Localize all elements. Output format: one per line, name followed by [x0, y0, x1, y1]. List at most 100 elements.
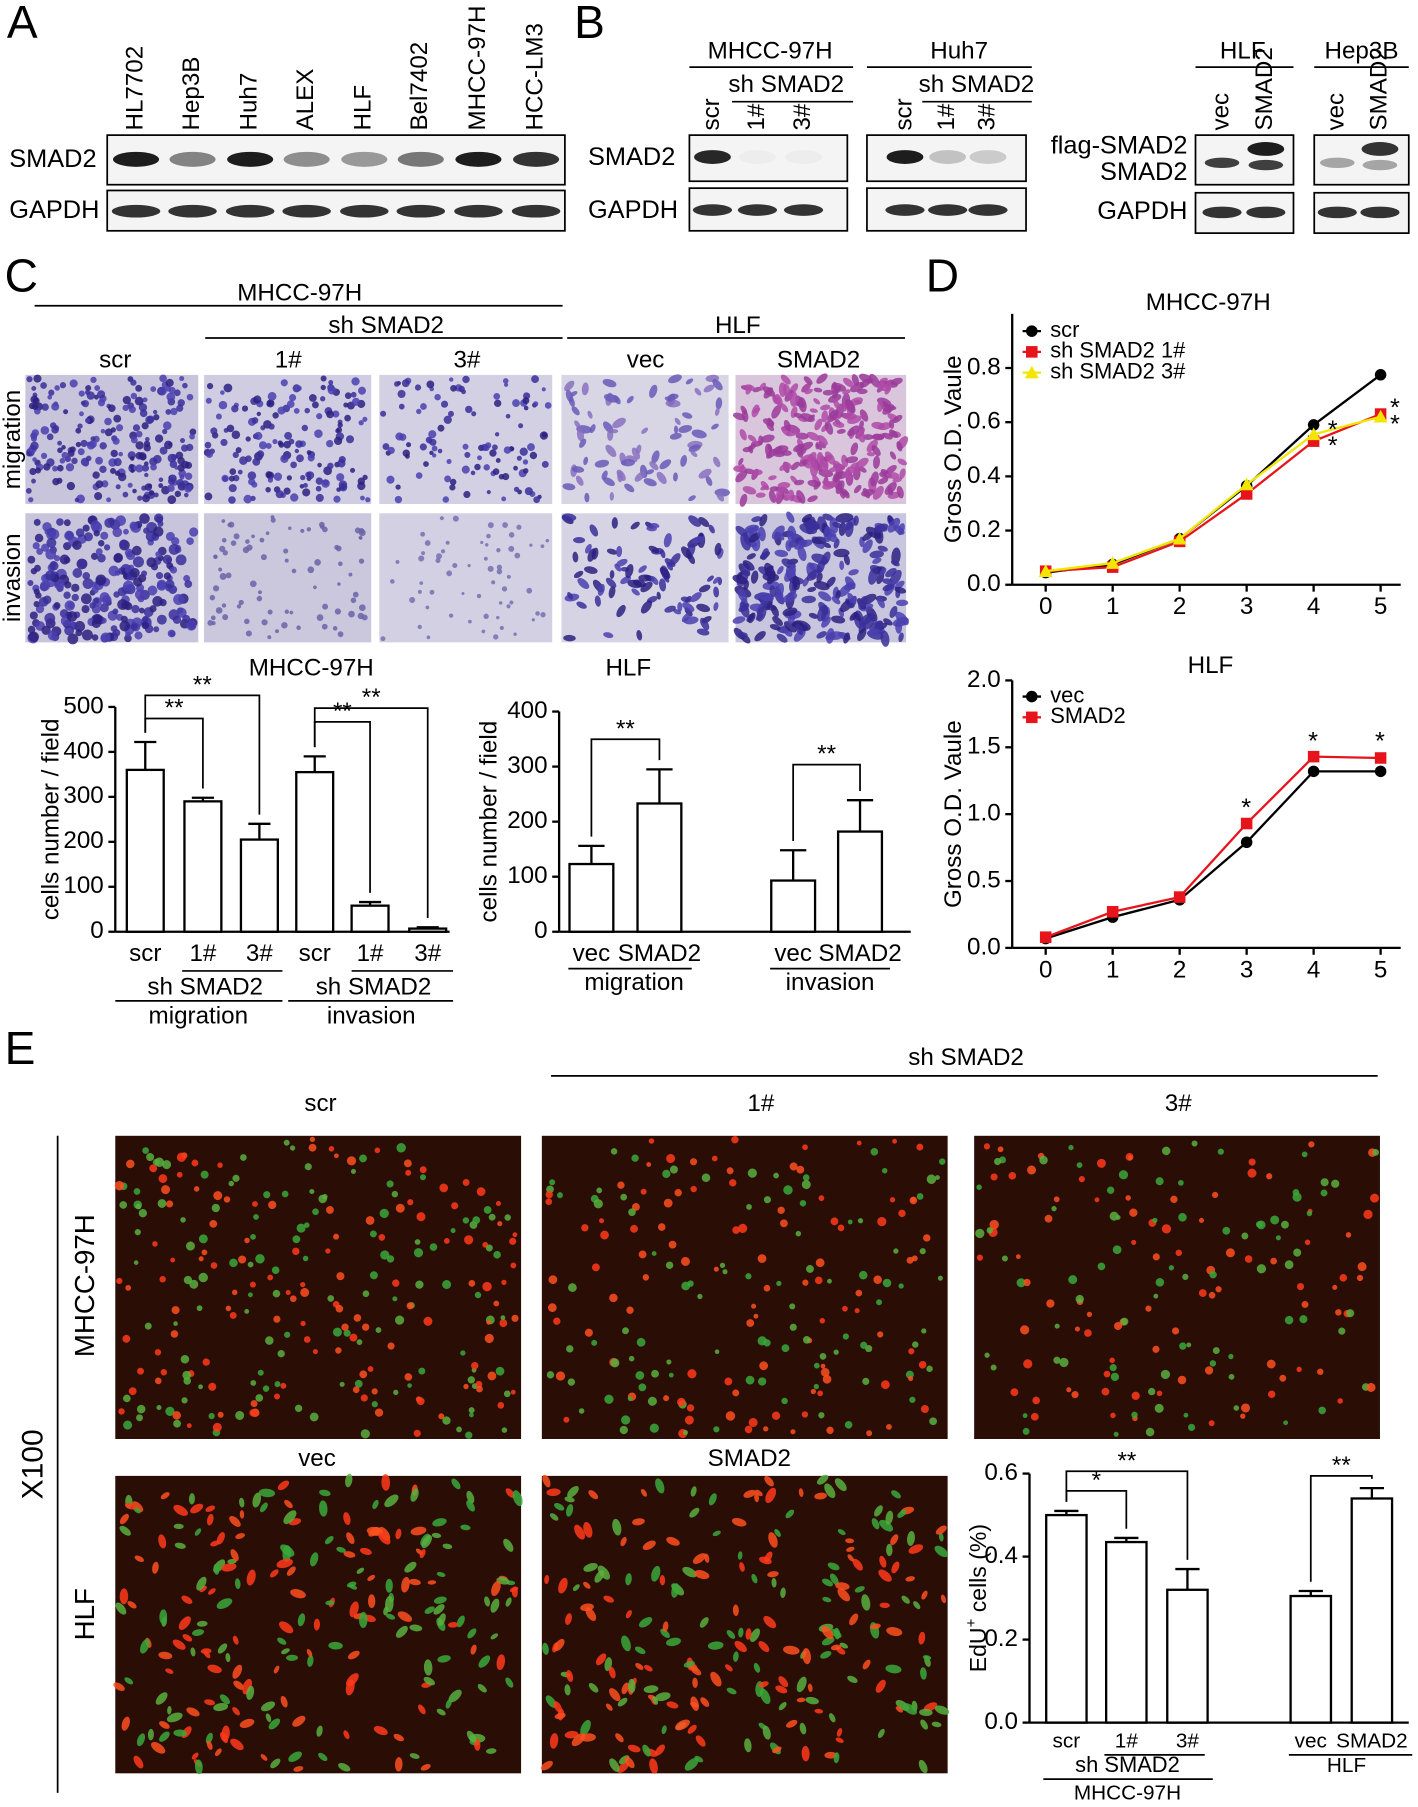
cell — [754, 630, 766, 642]
cell — [1222, 1226, 1231, 1235]
cell — [109, 467, 116, 474]
cell — [695, 1735, 706, 1747]
cell — [558, 1577, 568, 1594]
cell — [487, 1371, 497, 1381]
lane-label: scr — [890, 98, 917, 130]
cell — [71, 593, 79, 602]
cell — [468, 1407, 475, 1414]
cell — [896, 441, 903, 452]
cell — [273, 1665, 280, 1674]
cell — [245, 630, 252, 637]
cell — [445, 540, 450, 545]
cell — [28, 497, 34, 503]
cell — [350, 467, 356, 473]
cell — [726, 1687, 737, 1695]
cell — [493, 634, 499, 640]
cell — [677, 1397, 686, 1407]
cell — [1113, 1431, 1119, 1437]
cell — [465, 1431, 473, 1439]
cell — [501, 586, 508, 592]
cell — [449, 377, 454, 382]
label: migration — [584, 969, 683, 996]
cell — [701, 1173, 711, 1183]
cell — [710, 1671, 722, 1687]
cell — [445, 1698, 452, 1709]
cell — [275, 490, 284, 499]
chart-title: HLF — [1188, 652, 1234, 679]
cell — [210, 615, 216, 621]
cell — [398, 403, 405, 410]
cell — [744, 1738, 752, 1753]
cell — [578, 1408, 585, 1414]
cell — [1296, 1366, 1302, 1373]
cell — [90, 376, 97, 383]
cell — [747, 434, 757, 443]
cell — [437, 1655, 451, 1663]
cell — [877, 1728, 885, 1739]
cell — [265, 1713, 272, 1723]
bar — [408, 927, 448, 933]
cell — [174, 490, 182, 498]
cell — [716, 491, 725, 502]
cell — [201, 1249, 208, 1256]
x-tick-label: scr — [299, 940, 331, 967]
cell — [359, 1370, 368, 1379]
cell — [790, 1429, 796, 1435]
cell — [640, 1488, 648, 1497]
chart-title: HLF — [605, 654, 651, 681]
row-label: GAPDH — [9, 196, 99, 224]
cell — [636, 629, 643, 641]
cell — [359, 1154, 367, 1163]
cell — [513, 465, 518, 471]
cell — [526, 587, 533, 594]
cell — [207, 620, 214, 626]
cell — [879, 1602, 890, 1609]
cell — [277, 1480, 290, 1491]
cell — [165, 579, 175, 589]
cell — [614, 563, 622, 572]
cell — [154, 1157, 165, 1167]
cell — [627, 1396, 633, 1402]
cell — [463, 490, 471, 499]
cell — [29, 467, 37, 476]
cell — [1075, 1294, 1084, 1304]
blot-band — [885, 204, 925, 216]
cell — [885, 1510, 894, 1525]
cell — [588, 1683, 599, 1693]
x-tick-label: 3 — [1240, 593, 1253, 620]
cell — [767, 417, 774, 428]
cell — [337, 582, 341, 586]
cell — [93, 598, 100, 604]
cell — [919, 1248, 926, 1255]
cell — [198, 1272, 208, 1283]
cell — [349, 1333, 358, 1342]
cell — [533, 496, 540, 504]
cell — [165, 409, 172, 415]
cell — [119, 1513, 129, 1525]
cell — [891, 1490, 901, 1499]
cell — [780, 1219, 788, 1228]
cell — [260, 554, 267, 561]
cell — [352, 591, 359, 598]
cell — [350, 1168, 356, 1174]
cell — [328, 379, 334, 385]
cell — [167, 1706, 172, 1715]
cell — [333, 436, 343, 446]
cell — [918, 1360, 927, 1369]
cell — [450, 1228, 456, 1234]
cell — [631, 588, 640, 596]
cell — [295, 440, 303, 448]
cell — [895, 599, 909, 607]
cell — [894, 586, 907, 594]
cell — [1001, 1255, 1008, 1262]
cell — [28, 631, 39, 643]
cell — [1228, 1353, 1234, 1360]
blot-band — [739, 150, 776, 164]
cell — [1225, 1248, 1235, 1258]
cell — [554, 1712, 566, 1720]
cell — [687, 1280, 694, 1287]
cell — [407, 1199, 414, 1206]
cell — [861, 1594, 871, 1611]
cell — [396, 1143, 406, 1153]
blot-band — [340, 204, 389, 218]
